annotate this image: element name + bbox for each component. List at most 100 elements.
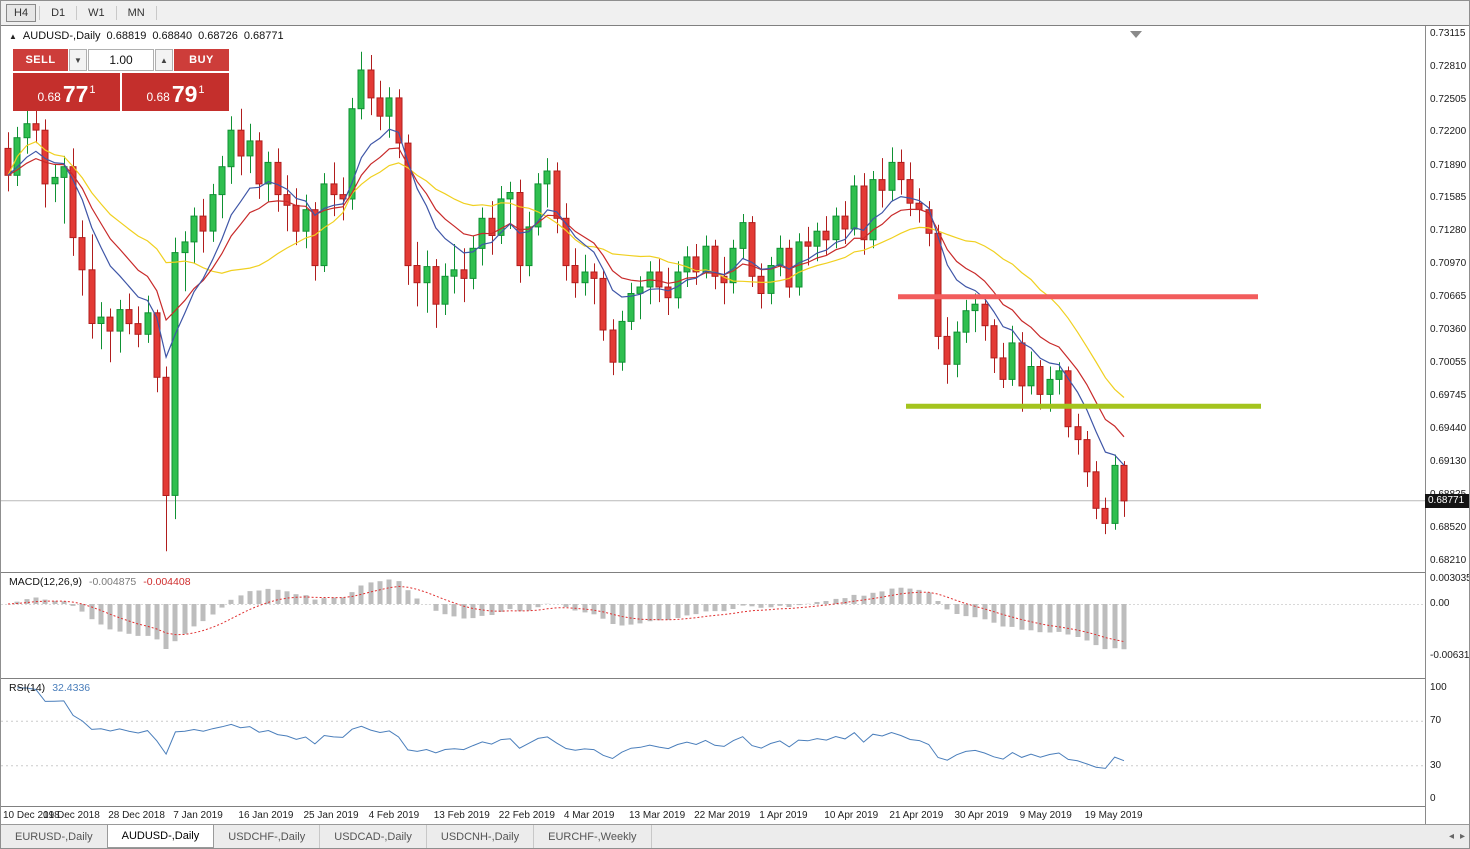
macd-indicator-label: MACD(12,26,9) -0.004875 -0.004408 — [9, 576, 191, 588]
toolbar-separator — [39, 6, 41, 20]
buy-price-point: 1 — [198, 84, 205, 96]
sell-price-button[interactable]: 0.68 77 1 — [13, 73, 120, 111]
date-tick-label: 10 Dec 2018 — [3, 810, 60, 821]
price-tick-label: 0.72810 — [1430, 60, 1467, 72]
macd-name: MACD(12,26,9) — [9, 576, 82, 588]
tab-scroll-arrows: ◂ ▸ — [1449, 825, 1465, 848]
volume-input[interactable] — [88, 49, 154, 71]
date-axis[interactable]: 10 Dec 2018 19 Dec 2018 28 Dec 2018 7 Jan 2… — [1, 807, 1425, 827]
timeframe-button-d1[interactable]: D1 — [51, 7, 66, 19]
rsi-indicator-label: RSI(14) 32.4336 — [9, 682, 90, 694]
chart-tab-audusd-daily[interactable]: AUDUSD-,Daily — [106, 825, 215, 848]
chart-symbol-period: AUDUSD-,Daily — [22, 30, 101, 42]
buy-button[interactable]: BUY — [174, 49, 229, 71]
sell-button[interactable]: SELL — [13, 49, 68, 71]
ohlc-high: 0.68840 — [152, 30, 193, 42]
rsi-scale-label: 100 — [1430, 682, 1447, 693]
price-tick-label: 0.72505 — [1430, 93, 1467, 105]
price-tick-label: 0.70970 — [1430, 258, 1467, 270]
buy-price-button[interactable]: 0.68 79 1 — [122, 73, 229, 111]
price-tick-label: 0.73115 — [1430, 28, 1466, 39]
date-tick-label: 21 Apr 2019 — [889, 810, 944, 821]
macd-scale-label: 0.00 — [1430, 598, 1450, 609]
price-tick-label: 0.70360 — [1430, 324, 1467, 335]
price-tick-label: 0.71890 — [1430, 159, 1467, 171]
chart-tab-eurchf-weekly[interactable]: EURCHF-,Weekly — [534, 825, 652, 848]
timeframe-button-mn[interactable]: MN — [127, 7, 145, 19]
price-tick-label: 0.72200 — [1430, 126, 1467, 138]
chart-tabs: EURUSD-,Daily AUDUSD-,Daily USDCHF-,Daily U… — [1, 825, 652, 848]
buy-price-pips: 79 — [171, 81, 198, 107]
date-tick-label: 4 Feb 2019 — [368, 810, 420, 821]
ohlc-open: 0.68819 — [106, 30, 147, 42]
chart-area: ▲ AUDUSD-,Daily 0.68819 0.68840 0.68726 … — [1, 25, 1469, 827]
price-tick-label: 0.68210 — [1430, 555, 1467, 566]
toolbar-separator — [155, 6, 157, 20]
chart-tab-usdchf-daily[interactable]: USDCHF-,Daily — [214, 825, 321, 848]
date-tick-label: 25 Jan 2019 — [303, 810, 359, 821]
timeframe-toolbar: H4 D1 W1 MN — [1, 1, 1469, 25]
price-tick-label: 0.69745 — [1430, 390, 1467, 402]
date-tick-label: 30 Apr 2019 — [954, 810, 1009, 821]
rsi-scale-label: 0 — [1430, 793, 1436, 804]
main-price-pane — [1, 31, 1425, 552]
tab-scroll-right-icon[interactable]: ▸ — [1459, 831, 1465, 842]
price-tick-label: 0.68520 — [1430, 521, 1467, 533]
date-tick-label: 19 May 2019 — [1084, 810, 1143, 821]
price-tick-label: 0.70665 — [1430, 291, 1467, 303]
date-tick-label: 1 Apr 2019 — [759, 810, 808, 821]
rsi-scale-label: 30 — [1430, 759, 1442, 771]
chart-shift-icon[interactable] — [1130, 31, 1142, 38]
rsi-scale-label: 70 — [1430, 715, 1442, 727]
volume-increase-button[interactable]: ▲ — [155, 49, 173, 71]
timeframe-buttons: H4 D1 W1 MN — [5, 1, 159, 25]
date-tick-label: 13 Feb 2019 — [433, 810, 490, 821]
date-tick-label: 22 Mar 2019 — [694, 810, 751, 821]
date-tick-label: 10 Apr 2019 — [824, 810, 879, 821]
ma-fast-line — [7, 128, 1125, 466]
macd-value-main: -0.004875 — [88, 576, 137, 588]
tab-scroll-left-icon[interactable]: ◂ — [1448, 831, 1454, 842]
price-tick-label: 0.71585 — [1430, 192, 1467, 204]
price-tick-label: 0.71280 — [1430, 225, 1467, 237]
toolbar-separator — [115, 6, 117, 20]
chart-symbol-icon: ▲ — [9, 31, 17, 41]
sell-price-prefix: 0.68 — [37, 90, 61, 105]
trade-panel-top-row: SELL ▼ ▲ BUY — [13, 49, 229, 71]
date-tick-label: 22 Feb 2019 — [498, 810, 555, 821]
rsi-name: RSI(14) — [9, 682, 46, 694]
sell-price-pips: 77 — [62, 81, 89, 107]
ohlc-low: 0.68726 — [198, 30, 238, 42]
chevron-up-icon: ▲ — [160, 55, 168, 65]
date-tick-label: 19 Dec 2018 — [43, 810, 100, 821]
date-tick-label: 4 Mar 2019 — [563, 810, 615, 821]
price-axis[interactable]: 0.73115 0.72810 0.72505 0.72200 0.71890 0.715… — [1425, 26, 1469, 827]
date-tick-label: 7 Jan 2019 — [173, 810, 223, 821]
one-click-trading-panel: SELL ▼ ▲ BUY 0.68 77 1 0.68 79 — [13, 49, 229, 111]
timeframe-button-w1[interactable]: W1 — [88, 7, 105, 19]
sell-price-point: 1 — [89, 84, 96, 96]
macd-scale-label: 0.003035 — [1430, 573, 1470, 584]
macd-value-signal: -0.004408 — [143, 576, 191, 588]
rsi-value: 32.4336 — [52, 682, 91, 694]
date-tick-label: 16 Jan 2019 — [238, 810, 294, 821]
date-tick-label: 13 Mar 2019 — [629, 810, 686, 821]
macd-scale-label: -0.006311 — [1430, 649, 1470, 661]
volume-decrease-button[interactable]: ▼ — [69, 49, 87, 71]
toolbar-separator — [76, 6, 78, 20]
chart-canvas[interactable] — [1, 26, 1425, 807]
timeframe-button-h4[interactable]: H4 — [6, 4, 37, 22]
buy-price-prefix: 0.68 — [146, 90, 170, 105]
chart-title: ▲ AUDUSD-,Daily 0.68819 0.68840 0.68726 … — [9, 30, 284, 42]
chart-tab-eurusd-daily[interactable]: EURUSD-,Daily — [1, 825, 108, 848]
ohlc-close: 0.68771 — [243, 30, 284, 42]
rsi-line — [17, 687, 1125, 769]
date-tick-label: 9 May 2019 — [1019, 810, 1072, 821]
price-tick-label: 0.69440 — [1430, 422, 1467, 434]
price-tick-label: 0.70055 — [1430, 356, 1467, 368]
trade-panel-price-row: 0.68 77 1 0.68 79 1 — [13, 73, 229, 111]
chevron-down-icon: ▼ — [74, 55, 82, 65]
chart-tab-usdcnh-daily[interactable]: USDCNH-,Daily — [427, 825, 535, 848]
chart-tab-usdcad-daily[interactable]: USDCAD-,Daily — [320, 825, 427, 848]
